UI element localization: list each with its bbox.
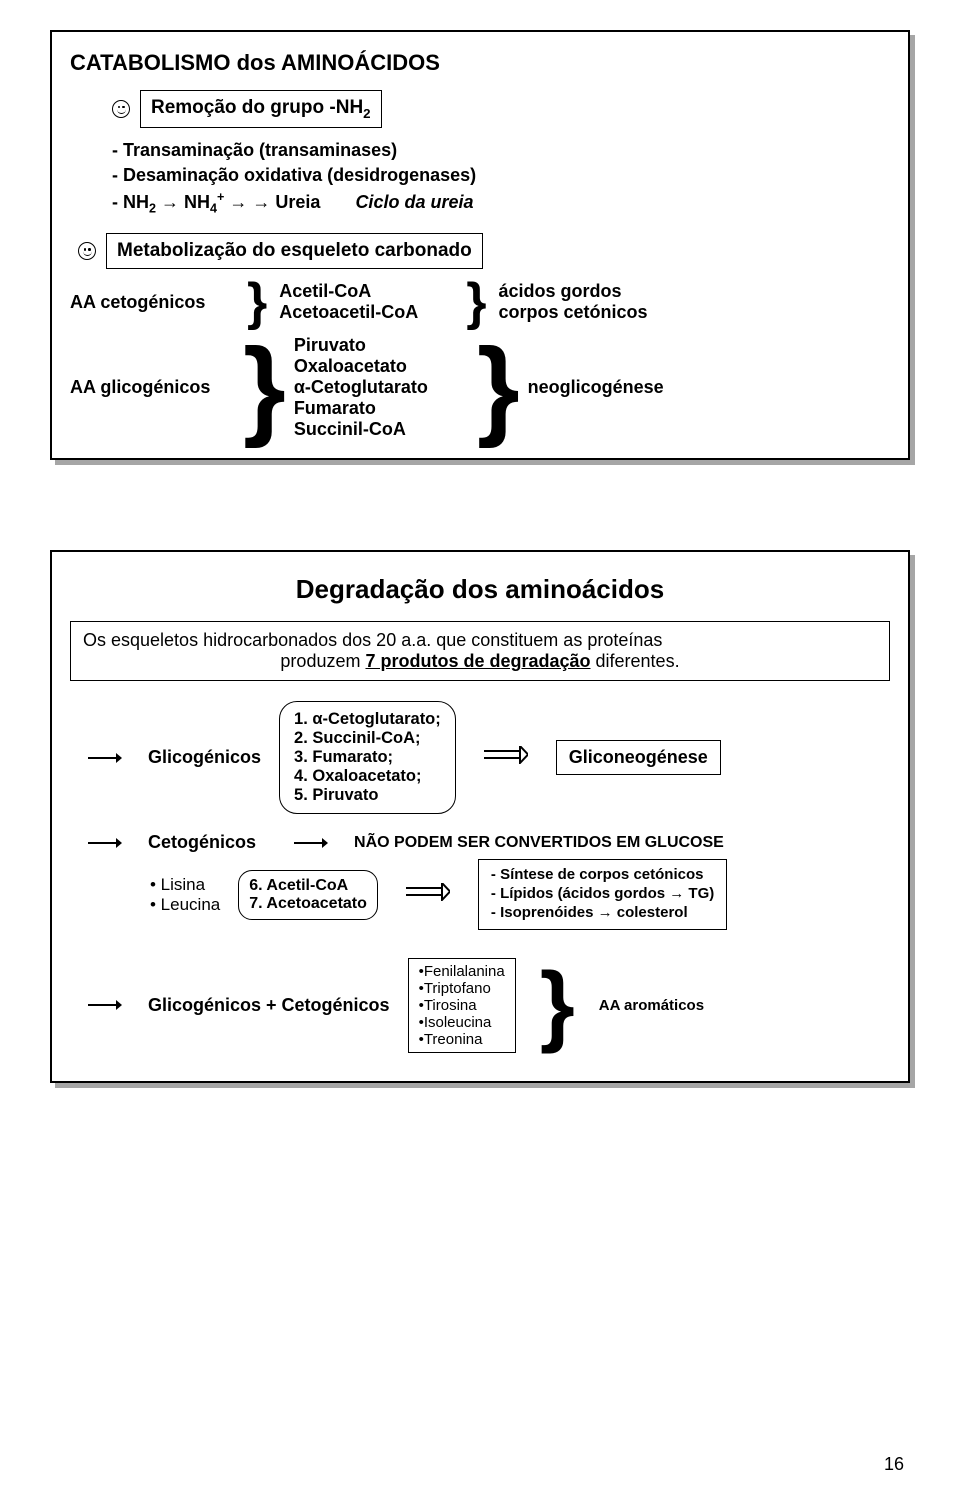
line-desaminacao: - Desaminação oxidativa (desidrogenases) <box>112 165 890 186</box>
ceto-items: 6. Acetil-CoA 7. Acetoacetato <box>249 877 367 913</box>
double-arrow-icon-2 <box>406 883 450 906</box>
l3-a1: → NH <box>156 192 210 212</box>
sub-l1: Os esqueletos hidrocarbonados dos 20 a.a… <box>83 630 877 651</box>
co1: - Lípidos (ácidos gordos → TG) <box>491 885 714 904</box>
panel1-lines: - Transaminação (transaminases) - Desami… <box>112 140 890 216</box>
ci0: 6. Acetil-CoA <box>249 877 367 895</box>
r1c3a: ácidos gordos <box>499 281 648 302</box>
brace-icon-4: } <box>471 358 526 419</box>
ceto-right: NÃO PODEM SER CONVERTIDOS EM GLUCOSE <box>354 834 724 852</box>
out-gliconeo: Gliconeogénese <box>556 740 721 775</box>
brace-icon-5: } <box>534 978 581 1032</box>
row-glic: Glicogénicos 1. α-Cetoglutarato; 2. Succ… <box>88 701 890 814</box>
label-aa-ceto: AA cetogénicos <box>70 292 235 313</box>
line-transaminacao: - Transaminação (transaminases) <box>112 140 890 161</box>
box1-text: Remoção do grupo -NH <box>151 97 363 118</box>
gi0: 1. α-Cetoglutarato; <box>294 710 441 729</box>
brace-icon-3: } <box>237 358 292 419</box>
label-aa-glico: AA glicogénicos <box>70 377 235 398</box>
gi1: 2. Succinil-CoA; <box>294 729 441 748</box>
r2-0: Piruvato <box>294 335 469 356</box>
arrow-right-icon <box>88 751 122 765</box>
r1c2b: Acetoacetil-CoA <box>279 302 454 323</box>
sub-l2a: produzem <box>280 651 365 671</box>
r2-4: Succinil-CoA <box>294 419 469 440</box>
row-ceto-detail: • Lisina • Leucina 6. Acetil-CoA 7. Acet… <box>150 859 890 929</box>
gi3: 4. Oxaloacetato; <box>294 767 441 786</box>
col-ceto-mid: Acetil-CoA Acetoacetil-CoA <box>279 281 454 323</box>
row-ceto: Cetogénicos NÃO PODEM SER CONVERTIDOS EM… <box>88 832 890 853</box>
bi4: •Treonina <box>419 1031 505 1048</box>
brace-icon: } <box>241 282 273 324</box>
l3-a2: → → Ureia <box>224 192 320 212</box>
panel2-title: Degradação dos aminoácidos <box>70 574 890 605</box>
r1c2a: Acetil-CoA <box>279 281 454 302</box>
gi2: 3. Fumarato; <box>294 748 441 767</box>
line-nh2: - NH2 → NH4+ → → Ureia Ciclo da ureia <box>112 190 890 216</box>
bubble-ceto: 6. Acetil-CoA 7. Acetoacetato <box>238 870 378 920</box>
ceto-label: Cetogénicos <box>148 832 256 853</box>
smile-icon <box>112 100 130 118</box>
l3-prefix: - NH <box>112 192 149 212</box>
glic-list: 1. α-Cetoglutarato; 2. Succinil-CoA; 3. … <box>294 710 441 805</box>
box-both-list: •Fenilalanina •Triptofano •Tirosina •Iso… <box>408 958 516 1053</box>
ci1: 7. Acetoacetato <box>249 895 367 913</box>
l3-sub1: 2 <box>149 201 156 215</box>
gi4: 5. Piruvato <box>294 786 441 805</box>
sub-l2b: 7 produtos de degradação <box>365 651 590 671</box>
arrow-right-icon-3 <box>294 836 328 850</box>
bi1: •Triptofano <box>419 980 505 997</box>
box1-sub: 2 <box>363 106 370 121</box>
out-ceto: - Síntese de corpos cetónicos - Lípidos … <box>478 859 727 929</box>
r2-1: Oxaloacetato <box>294 356 469 377</box>
arrow-right-icon-2 <box>88 836 122 850</box>
ceto-aa-list: • Lisina • Leucina <box>150 875 220 915</box>
row-glicogenicos: AA glicogénicos } Piruvato Oxaloacetato … <box>70 335 890 440</box>
both-out: AA aromáticos <box>599 997 704 1014</box>
sub-l2: produzem 7 produtos de degradação difere… <box>83 651 877 672</box>
page: CATABOLISMO dos AMINOÁCIDOS Remoção do g… <box>0 0 960 1501</box>
brace-icon-2: } <box>460 282 492 324</box>
panel1-title: CATABOLISMO dos AMINOÁCIDOS <box>70 50 890 76</box>
row-box2: Metabolização do esqueleto carbonado <box>78 233 890 269</box>
double-arrow-icon <box>484 746 528 769</box>
cs1: • Lisina <box>150 875 220 895</box>
smile-icon-2 <box>78 242 96 260</box>
r2-2: α-Cetoglutarato <box>294 377 469 398</box>
col-ceto-right: ácidos gordos corpos cetónicos <box>499 281 648 323</box>
co0: - Síntese de corpos cetónicos <box>491 866 714 885</box>
both-label: Glicogénicos + Cetogénicos <box>148 995 390 1016</box>
box-remocao: Remoção do grupo -NH2 <box>140 90 382 128</box>
panel-degradacao: Degradação dos aminoácidos Os esqueletos… <box>50 550 910 1082</box>
bi0: •Fenilalanina <box>419 963 505 980</box>
row-box1: Remoção do grupo -NH2 <box>112 90 890 128</box>
r2c3: neoglicogénese <box>528 377 664 398</box>
subbox-intro: Os esqueletos hidrocarbonados dos 20 a.a… <box>70 621 890 681</box>
panel-catabolismo: CATABOLISMO dos AMINOÁCIDOS Remoção do g… <box>50 30 910 460</box>
r1c3b: corpos cetónicos <box>499 302 648 323</box>
l3-right: Ciclo da ureia <box>355 192 473 212</box>
bi2: •Tirosina <box>419 997 505 1014</box>
box-metabolizacao: Metabolização do esqueleto carbonado <box>106 233 483 269</box>
arrow-right-icon-4 <box>88 998 122 1012</box>
page-number: 16 <box>884 1454 904 1475</box>
bi3: •Isoleucina <box>419 1014 505 1031</box>
sub-l2c: diferentes. <box>591 651 680 671</box>
co2: - Isoprenóides → colesterol <box>491 904 714 923</box>
glic-label: Glicogénicos <box>148 747 261 768</box>
bubble-glic: 1. α-Cetoglutarato; 2. Succinil-CoA; 3. … <box>279 701 456 814</box>
col-glico-mid: Piruvato Oxaloacetato α-Cetoglutarato Fu… <box>294 335 469 440</box>
row-cetogenicos: AA cetogénicos } Acetil-CoA Acetoacetil-… <box>70 281 890 323</box>
r2-3: Fumarato <box>294 398 469 419</box>
row-both: Glicogénicos + Cetogénicos •Fenilalanina… <box>88 958 890 1053</box>
both-items: •Fenilalanina •Triptofano •Tirosina •Iso… <box>419 963 505 1048</box>
cs2: • Leucina <box>150 895 220 915</box>
l3-sub2: 4 <box>210 201 217 215</box>
